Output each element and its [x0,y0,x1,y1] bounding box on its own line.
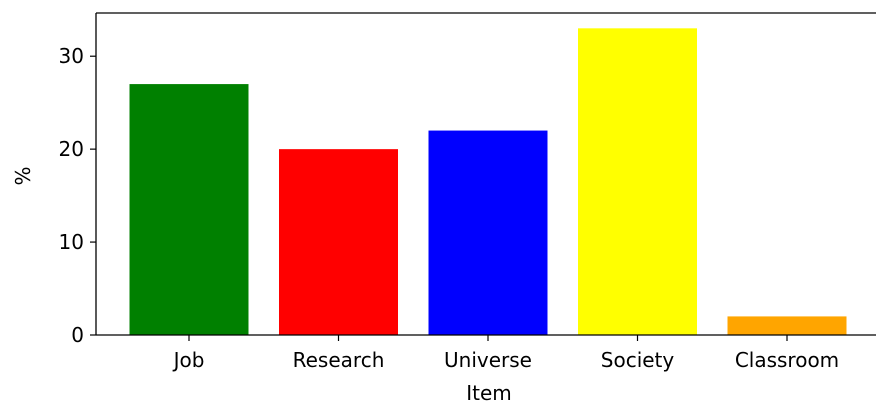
y-tick-label: 30 [59,44,84,68]
x-tick-label: Universe [444,348,532,372]
y-tick-label: 0 [71,323,84,347]
bar-universe [428,130,548,335]
x-tick-label: Research [293,348,385,372]
bar-society [578,28,697,336]
axes-layer [95,12,876,336]
x-tick-label: Job [172,348,205,372]
y-axis-label: % [11,166,35,185]
bar-classroom [727,316,847,335]
x-tick-label: Society [601,348,675,372]
y-tick-label: 10 [59,230,84,254]
x-axis-label: Item [466,381,512,403]
ticks-layer: Job Research Universe Society Classroom 0 10 20… [59,44,840,372]
y-tick-label: 20 [59,137,84,161]
bars-layer [129,28,847,336]
bar-job [129,84,249,335]
x-tick-label: Classroom [735,348,839,372]
bar-research [279,149,398,335]
